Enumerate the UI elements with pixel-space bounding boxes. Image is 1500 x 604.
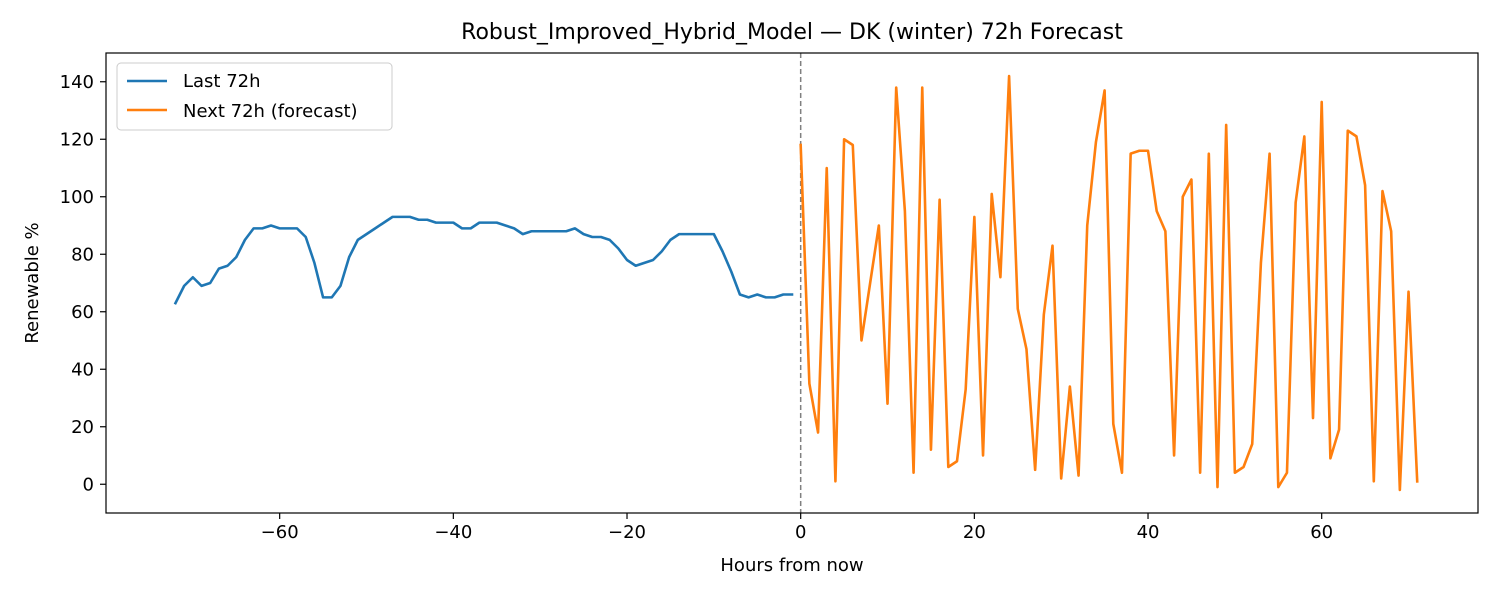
axis-ticks: −60 −40 −20 0 20 40 60 0 20 40 60 80 100 120 140 bbox=[60, 72, 1334, 543]
legend-label-last-72h: Last 72h bbox=[183, 71, 261, 92]
legend: Last 72h Next 72h (forecast) bbox=[116, 62, 393, 131]
y-tick-label: 80 bbox=[71, 244, 94, 265]
y-tick-label: 60 bbox=[71, 302, 94, 323]
y-tick-label: 100 bbox=[60, 187, 94, 208]
chart-title: Robust_Improved_Hybrid_Model — DK (winte… bbox=[461, 20, 1123, 45]
x-tick-label: −20 bbox=[608, 522, 646, 543]
y-tick-label: 140 bbox=[60, 72, 94, 93]
y-tick-label: 20 bbox=[71, 417, 94, 438]
x-axis-title: Hours from now bbox=[720, 555, 863, 576]
x-tick-label: 40 bbox=[1137, 522, 1160, 543]
x-tick-label: 0 bbox=[795, 522, 806, 543]
plot-frame bbox=[105, 52, 1479, 514]
y-axis-title: Renewable % bbox=[22, 222, 43, 343]
y-tick-label: 0 bbox=[83, 474, 94, 495]
series-line-forecast bbox=[799, 74, 1419, 492]
legend-label-forecast: Next 72h (forecast) bbox=[183, 101, 358, 122]
plot-area bbox=[173, 53, 1419, 513]
x-tick-label: 60 bbox=[1310, 522, 1333, 543]
y-tick-label: 40 bbox=[71, 359, 94, 380]
series-line-last-72h bbox=[173, 215, 794, 305]
x-tick-label: −40 bbox=[434, 522, 472, 543]
x-tick-label: −60 bbox=[261, 522, 299, 543]
y-tick-label: 120 bbox=[60, 129, 94, 150]
legend-box bbox=[116, 62, 393, 131]
x-tick-label: 20 bbox=[963, 522, 986, 543]
